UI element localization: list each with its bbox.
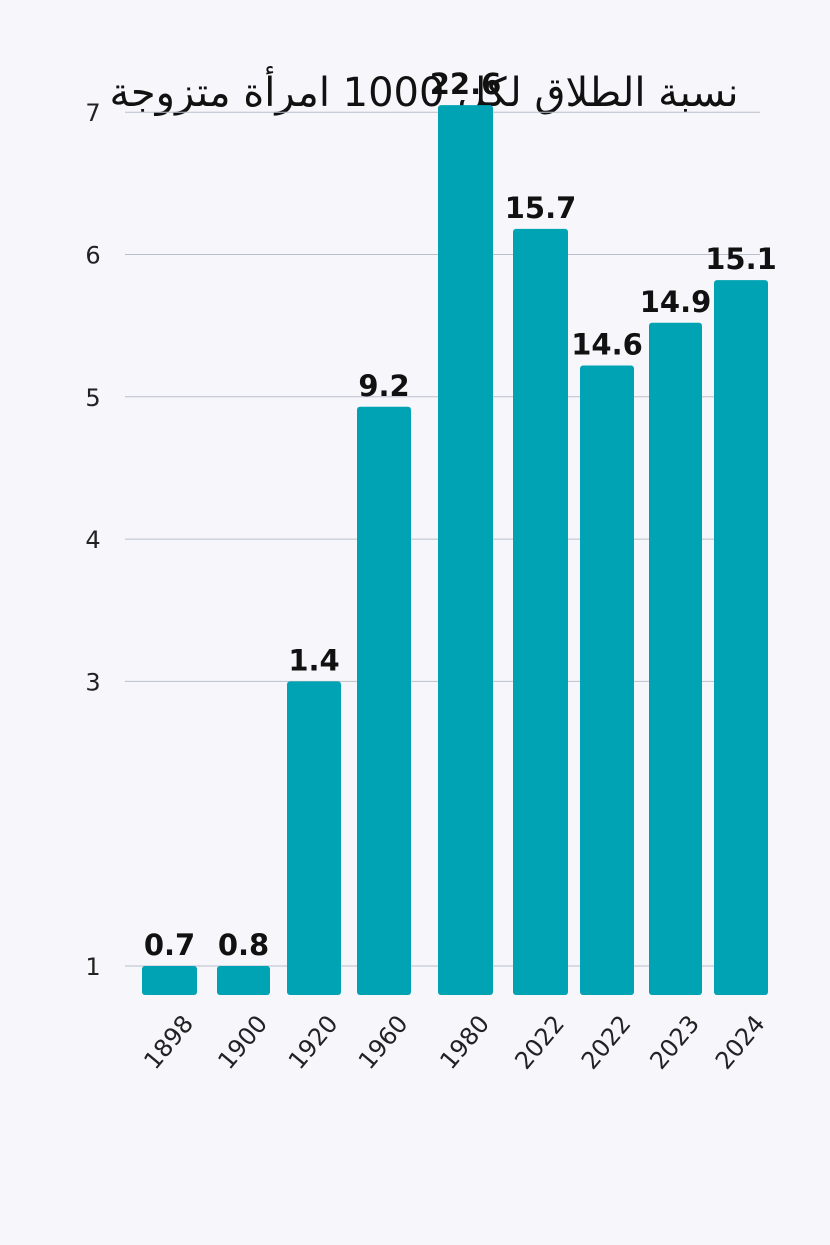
y-axis-ticks: 1 3 4 5 6 7 bbox=[85, 99, 100, 981]
y-tick-label: 4 bbox=[85, 526, 100, 554]
x-tick-label: 2022 bbox=[576, 1010, 637, 1075]
x-tick-label: 2022 bbox=[509, 1010, 570, 1075]
x-tick-label: 1980 bbox=[434, 1010, 495, 1075]
y-tick-label: 1 bbox=[85, 953, 100, 981]
bar bbox=[217, 966, 270, 995]
data-label: 14.9 bbox=[640, 285, 712, 319]
data-label: 9.2 bbox=[358, 369, 409, 403]
bar bbox=[714, 280, 768, 995]
bars bbox=[142, 105, 768, 996]
x-tick-label: 2023 bbox=[644, 1010, 705, 1075]
x-tick-label: 2024 bbox=[710, 1010, 771, 1075]
data-label: 0.7 bbox=[144, 928, 195, 962]
bar bbox=[438, 105, 493, 995]
bar bbox=[357, 406, 411, 995]
y-tick-label: 5 bbox=[85, 384, 100, 412]
y-tick-label: 3 bbox=[85, 668, 100, 696]
bar bbox=[287, 681, 341, 995]
bar bbox=[649, 322, 702, 996]
x-tick-label: 1960 bbox=[353, 1010, 414, 1075]
x-tick-label: 1898 bbox=[138, 1010, 199, 1075]
data-label: 15.7 bbox=[505, 191, 577, 225]
data-label: 15.1 bbox=[705, 242, 777, 276]
data-label: 1.4 bbox=[288, 643, 339, 677]
data-label: 14.6 bbox=[571, 327, 643, 361]
chart-title: نسبة الطلاق لكل 1000 امرأة متزوجة bbox=[109, 66, 738, 116]
bar bbox=[513, 228, 568, 996]
y-tick-label: 6 bbox=[85, 242, 100, 270]
data-label: 0.8 bbox=[218, 928, 269, 962]
bar bbox=[580, 365, 634, 995]
y-tick-label: 7 bbox=[85, 99, 100, 127]
bar bbox=[142, 966, 197, 995]
x-axis-ticks: 1898 1900 1920 1960 1980 2022 2022 2023 2024 bbox=[138, 1010, 770, 1075]
x-tick-label: 1920 bbox=[283, 1010, 344, 1075]
data-label: 22.6 bbox=[430, 67, 502, 101]
x-tick-label: 1900 bbox=[212, 1010, 273, 1075]
data-labels: 0.7 0.8 1.4 9.2 22.6 15.7 14.6 14.9 15.1 bbox=[144, 67, 777, 962]
